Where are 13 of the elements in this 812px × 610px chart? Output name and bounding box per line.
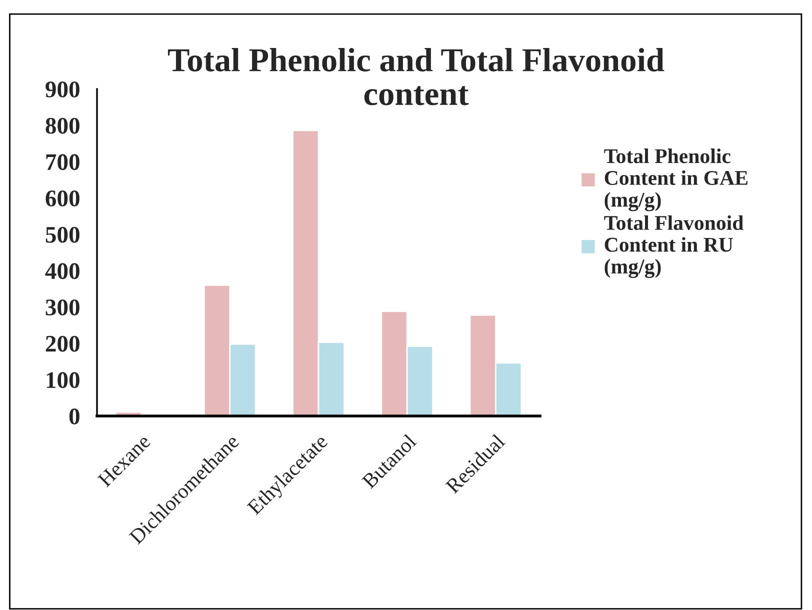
y-tick-label: 600 [46,190,80,206]
y-tick-label: 100 [46,372,80,388]
legend-label: Total Phenolic Content in GAE (mg/g) [604,148,748,212]
y-tick-label: 800 [46,118,80,134]
y-tick-label: 500 [46,226,80,243]
chart-title: Total Phenolic and Total Flavonoid content [168,48,664,106]
legend-label: Total Flavonoid Content in RU (mg/g) [604,215,744,278]
y-tick-label: 400 [45,263,80,280]
y-tick-label: 300 [46,299,80,316]
y-tick-label: 900 [46,81,80,98]
y-tick-label: 200 [46,336,80,352]
y-tick-label: 700 [46,154,80,170]
y-tick-label: 0 [69,408,80,424]
